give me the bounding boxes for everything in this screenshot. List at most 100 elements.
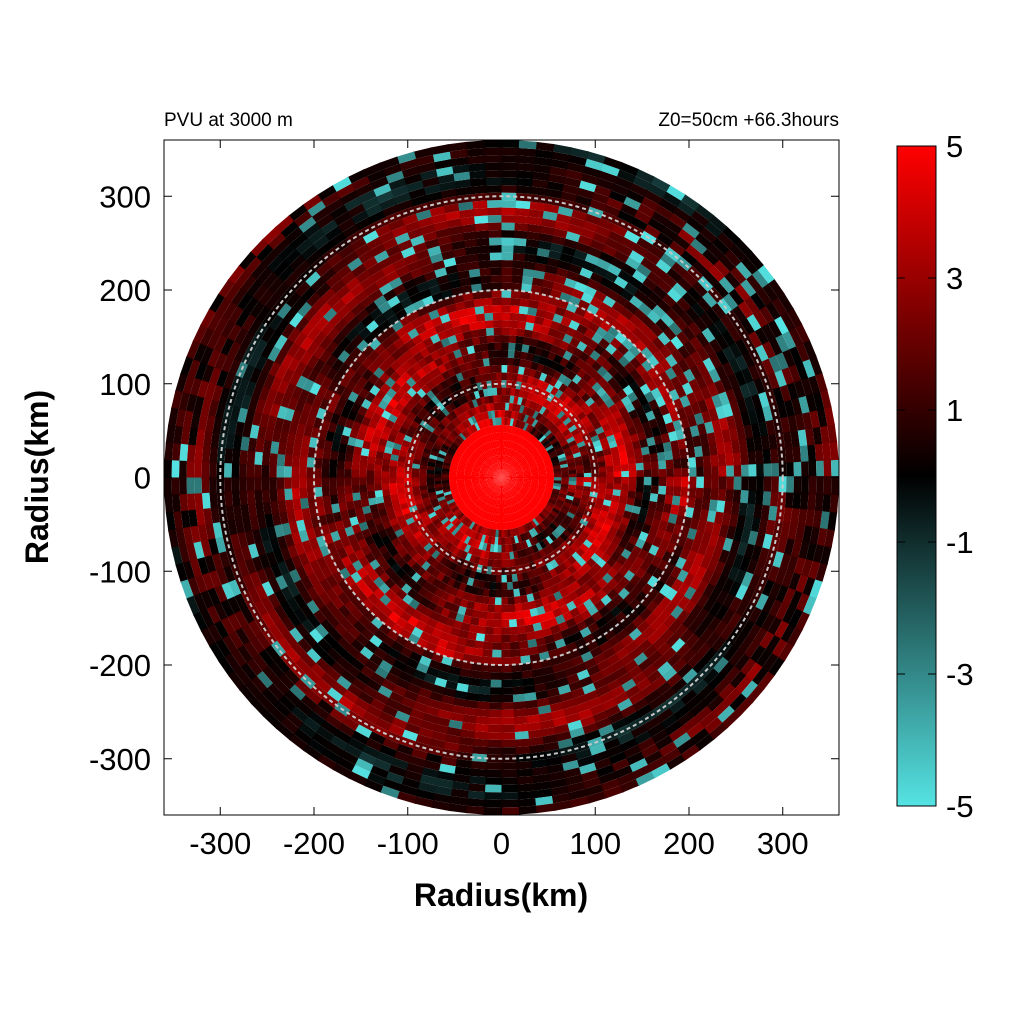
heatmap-cell — [658, 519, 669, 531]
heatmap-cell — [636, 476, 644, 485]
heatmap-cell — [538, 356, 548, 366]
heatmap-cell — [390, 454, 399, 462]
heatmap-cell — [799, 491, 809, 510]
heatmap-cell — [506, 466, 513, 473]
heatmap-cell — [478, 491, 485, 498]
heatmap-cell — [501, 477, 509, 480]
heatmap-cell — [732, 488, 742, 503]
heatmap-cell — [491, 440, 496, 449]
heatmap-cell — [459, 347, 469, 357]
heatmap-cell — [506, 482, 513, 489]
heatmap-cell — [404, 477, 412, 484]
heatmap-cell — [432, 518, 442, 527]
heatmap-cell — [516, 473, 524, 476]
heatmap-cell — [529, 500, 537, 508]
heatmap-cell — [358, 423, 369, 435]
heatmap-cell — [412, 490, 421, 497]
heatmap-cell — [464, 473, 472, 477]
heatmap-cell — [528, 488, 537, 493]
heatmap-cell — [618, 450, 628, 459]
heatmap-cell — [710, 487, 719, 501]
heatmap-cell — [575, 464, 584, 470]
heatmap-cell — [494, 410, 499, 418]
heatmap-cell — [434, 521, 444, 530]
heatmap-cell — [500, 200, 517, 208]
heatmap-cell — [401, 525, 411, 535]
heatmap-cell — [471, 475, 480, 478]
heatmap-cell — [439, 501, 449, 509]
heatmap-cell — [454, 529, 463, 539]
heatmap-cell — [507, 467, 514, 473]
heatmap-cell — [471, 442, 478, 450]
heatmap-layer — [164, 140, 839, 815]
heatmap-cell — [322, 495, 332, 507]
heatmap-cell — [466, 501, 474, 508]
heatmap-cell — [512, 451, 518, 459]
heatmap-cell — [542, 493, 551, 499]
heatmap-cell — [284, 477, 292, 490]
heatmap-cell — [586, 410, 596, 421]
heatmap-cell — [576, 468, 584, 474]
heatmap-cell — [470, 539, 478, 548]
heatmap-cell — [500, 335, 509, 343]
heatmap-cell — [440, 517, 450, 525]
heatmap-cell — [444, 377, 454, 387]
heatmap-cell — [477, 252, 491, 262]
heatmap-cell — [429, 494, 438, 501]
heatmap-cell — [458, 316, 469, 326]
heatmap-cell — [501, 472, 508, 478]
heatmap-cell — [579, 401, 589, 412]
heatmap-cell — [490, 536, 496, 545]
heatmap-cell — [590, 486, 599, 493]
heatmap-cell — [389, 488, 398, 496]
heatmap-cell — [588, 543, 599, 554]
heatmap-cell — [506, 417, 511, 426]
heatmap-cell — [537, 465, 546, 470]
heatmap-cell — [459, 598, 470, 609]
heatmap-cell — [480, 671, 493, 680]
heatmap-cell — [467, 400, 475, 410]
heatmap-cell — [476, 625, 487, 635]
heatmap-cell — [495, 477, 502, 483]
heatmap-cell — [557, 422, 566, 431]
heatmap-cell — [366, 470, 375, 479]
heatmap-cell — [538, 474, 547, 478]
heatmap-cell — [434, 425, 444, 434]
heatmap-cell — [461, 292, 474, 302]
heatmap-cell — [474, 230, 489, 239]
heatmap-cell — [551, 440, 560, 448]
heatmap-cell — [470, 760, 488, 770]
heatmap-cell — [500, 260, 513, 268]
heatmap-cell — [486, 475, 495, 477]
heatmap-cell — [410, 539, 421, 549]
heatmap-cell — [467, 684, 481, 694]
heatmap-cell — [526, 554, 535, 564]
heatmap-cell — [467, 352, 477, 362]
heatmap-cell — [444, 541, 454, 551]
heatmap-cell — [239, 477, 247, 493]
heatmap-cell — [467, 489, 475, 495]
heatmap-cell — [571, 551, 582, 562]
heatmap-cell — [475, 397, 483, 407]
heatmap-cell — [510, 380, 517, 389]
heatmap-cell — [471, 609, 481, 619]
heatmap-cell — [493, 440, 497, 449]
heatmap-cell — [620, 489, 629, 498]
heatmap-cell — [537, 487, 546, 492]
heatmap-cell — [432, 405, 442, 415]
heatmap-cell — [512, 434, 518, 443]
heatmap-cell — [535, 403, 543, 413]
heatmap-cell — [477, 328, 487, 337]
heatmap-cell — [501, 372, 507, 381]
heatmap-cell — [504, 484, 508, 492]
heatmap-cell — [546, 401, 555, 411]
heatmap-cell — [367, 456, 376, 465]
heatmap-cell — [528, 408, 536, 418]
heatmap-cell — [519, 429, 526, 438]
heatmap-cell — [411, 626, 424, 639]
heatmap-cell — [501, 475, 509, 478]
heatmap-cell — [482, 527, 489, 536]
heatmap-cell — [486, 474, 495, 477]
heatmap-cell — [526, 631, 537, 641]
heatmap-cell — [374, 483, 383, 492]
